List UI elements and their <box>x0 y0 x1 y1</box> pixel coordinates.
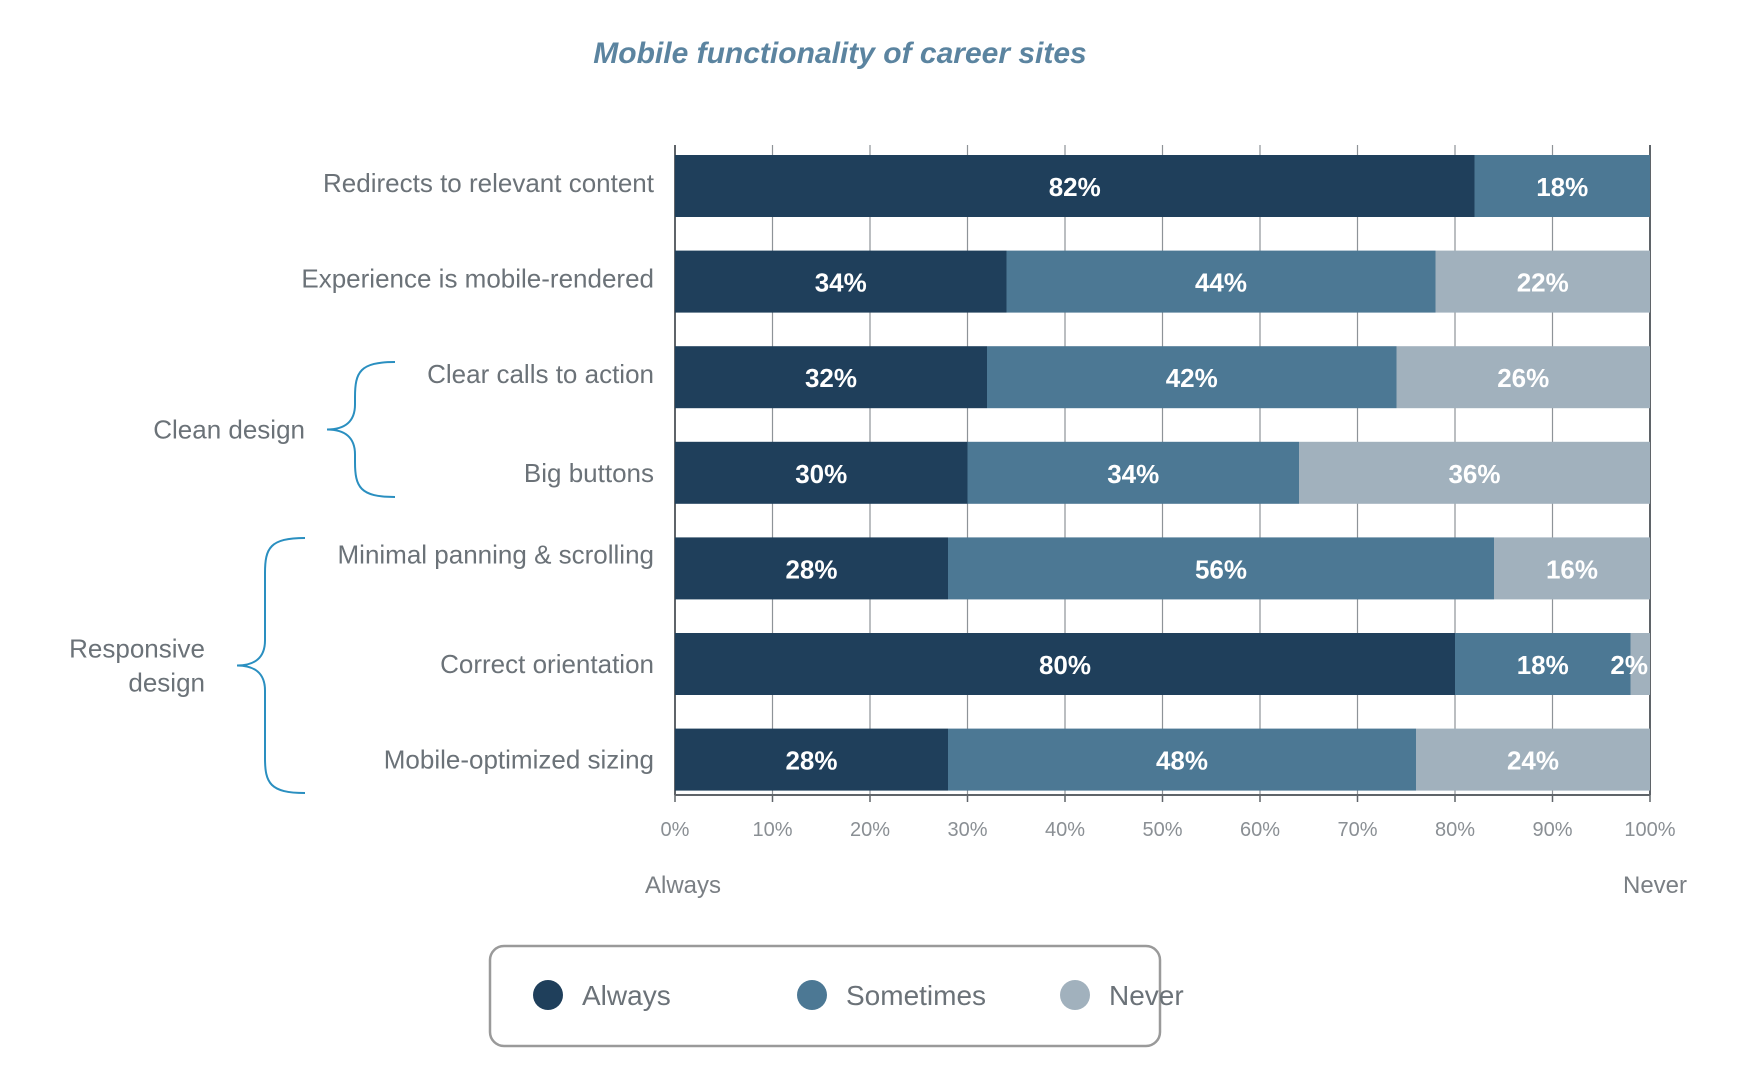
x-axis: 0% 10% 20% 30% 40% 50% 60% 70% 80% 90% 100% Always N… <box>645 819 1687 899</box>
bar-sometimes-experience-is-mobile-rendered <box>1006 250 1436 313</box>
bar-value-label: 28% <box>785 554 837 584</box>
bar-never-mobile-optimized-sizing <box>1416 728 1650 791</box>
bar-never-big-buttons <box>1299 441 1650 504</box>
legend: Always Sometimes Never <box>488 944 1184 1048</box>
x-tick-label: 30% <box>947 819 987 841</box>
bar-always-clear-calls-to-action <box>675 346 987 409</box>
bar-value-label: 48% <box>1156 746 1208 776</box>
bar-value-label: 36% <box>1448 459 1500 489</box>
bar-never-clear-calls-to-action <box>1396 346 1650 409</box>
category-label-clear-calls-to-action: Clear calls to action <box>427 359 654 389</box>
chart-title: Mobile functionality of career sites <box>593 37 1086 70</box>
bar-always-experience-is-mobile-rendered <box>675 250 1007 313</box>
bar-never-experience-is-mobile-rendered <box>1435 250 1650 313</box>
group-label: design <box>128 668 205 698</box>
bar-value-label: 82% <box>1049 172 1101 202</box>
x-tick-label: 40% <box>1045 819 1085 841</box>
category-label-experience-is-mobile-rendered: Experience is mobile-rendered <box>301 264 654 294</box>
bar-sometimes-big-buttons <box>967 441 1299 504</box>
bar-value-label: 18% <box>1517 650 1569 680</box>
bar-value-label: 2% <box>1610 650 1648 680</box>
category-label-big-buttons: Big buttons <box>524 458 654 488</box>
category-label-minimal-panning-and-scrolling: Minimal panning & scrolling <box>338 539 654 569</box>
bar-always-minimal-panning-and-scrolling <box>675 537 948 600</box>
bar-value-label: 18% <box>1536 172 1588 202</box>
x-tick-label: 100% <box>1624 819 1675 841</box>
bar-sometimes-minimal-panning-and-scrolling <box>948 537 1494 600</box>
bar-never-correct-orientation <box>1630 633 1650 695</box>
group-brackets: Clean design Responsive design <box>69 361 396 794</box>
bar-value-label: 42% <box>1166 363 1218 393</box>
bar-value-label: 56% <box>1195 554 1247 584</box>
bar-value-label: 34% <box>815 268 867 298</box>
x-tick-label: 10% <box>752 819 792 841</box>
group-label: Clean design <box>153 415 305 445</box>
group-bracket <box>236 537 306 794</box>
x-tick-label: 80% <box>1435 819 1475 841</box>
group-label: Responsive <box>69 634 205 664</box>
bar-value-label: 30% <box>795 459 847 489</box>
legend-swatch-never <box>1060 980 1090 1010</box>
bar-never-minimal-panning-and-scrolling <box>1494 537 1650 600</box>
x-tick-label: 0% <box>661 819 690 841</box>
category-label-mobile-optimized-sizing: Mobile-optimized sizing <box>384 745 654 775</box>
bars-layer: 82% 18% 34% 44% 22% 32% 42% 26% 30% 34% 36% 28% 56% 1… <box>675 155 1650 791</box>
bar-always-big-buttons <box>675 441 968 504</box>
category-label-correct-orientation: Correct orientation <box>440 649 654 679</box>
legend-swatch-sometimes <box>797 980 827 1010</box>
x-tick-label: 20% <box>850 819 890 841</box>
x-end-label-left: Always <box>645 872 721 899</box>
category-labels: Redirects to relevant content Experience … <box>301 168 654 775</box>
bar-value-label: 28% <box>785 746 837 776</box>
bar-sometimes-mobile-optimized-sizing <box>948 728 1416 791</box>
legend-label-sometimes: Sometimes <box>846 980 986 1011</box>
bar-value-label: 26% <box>1497 363 1549 393</box>
legend-label-always: Always <box>582 980 671 1011</box>
category-label-redirects-to-relevant-content: Redirects to relevant content <box>323 168 655 198</box>
bar-sometimes-correct-orientation <box>1455 633 1631 695</box>
bar-value-label: 44% <box>1195 268 1247 298</box>
x-tick-label: 70% <box>1337 819 1377 841</box>
legend-swatch-always <box>533 980 563 1010</box>
bar-sometimes-clear-calls-to-action <box>987 346 1397 409</box>
bar-always-redirects-to-relevant-content <box>675 155 1475 217</box>
bar-value-label: 22% <box>1517 268 1569 298</box>
x-tick-label: 60% <box>1240 819 1280 841</box>
group-bracket <box>326 361 396 498</box>
bar-always-mobile-optimized-sizing <box>675 728 948 791</box>
legend-label-never: Never <box>1109 980 1184 1011</box>
bar-always-correct-orientation <box>675 633 1455 695</box>
x-tick-label: 90% <box>1532 819 1572 841</box>
bar-value-label: 32% <box>805 363 857 393</box>
x-end-label-right: Never <box>1623 872 1687 899</box>
bar-value-label: 34% <box>1107 459 1159 489</box>
bar-value-label: 80% <box>1039 650 1091 680</box>
bar-value-label: 16% <box>1546 554 1598 584</box>
bar-value-label: 24% <box>1507 746 1559 776</box>
bar-sometimes-redirects-to-relevant-content <box>1474 155 1650 217</box>
x-tick-label: 50% <box>1142 819 1182 841</box>
